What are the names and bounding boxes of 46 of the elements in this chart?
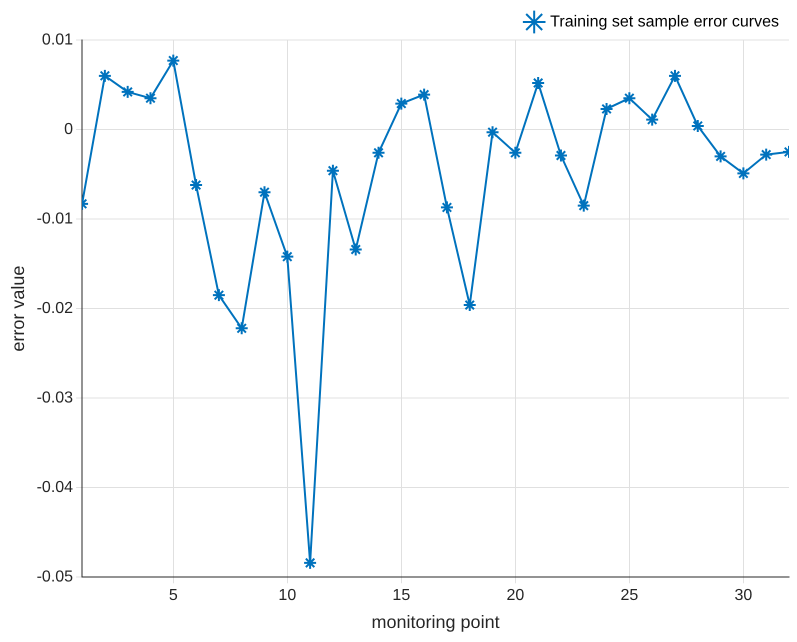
legend-label: Training set sample error curves: [550, 13, 780, 30]
x-tick-label: 25: [620, 587, 638, 604]
y-tick-label: -0.03: [36, 390, 74, 407]
point: [234, 321, 249, 336]
y-tick-label: -0.05: [36, 568, 74, 586]
point: [576, 198, 591, 213]
x-tick-label: 10: [278, 587, 296, 604]
point: [668, 68, 682, 83]
x-tick-label: 30: [734, 587, 752, 604]
point: [417, 88, 432, 102]
y-tick-label: -0.02: [36, 300, 74, 318]
point: [326, 164, 340, 178]
point: [258, 185, 272, 200]
y-tick-label: -0.04: [36, 479, 74, 496]
point: [759, 148, 774, 162]
point: [143, 91, 158, 106]
point: [120, 84, 135, 99]
point: [736, 166, 750, 180]
point: [372, 146, 386, 160]
point: [280, 250, 294, 264]
x-tick-label: 15: [392, 587, 410, 604]
point: [486, 125, 500, 140]
point: [98, 68, 112, 83]
point: [394, 96, 408, 111]
point: [348, 242, 363, 257]
point: [714, 149, 728, 164]
point: [645, 112, 660, 127]
point: [508, 146, 522, 160]
point: [554, 148, 568, 162]
point: [212, 288, 226, 302]
y-tick-label: -0.01: [36, 210, 74, 228]
y-tick-label: 0.01: [42, 31, 74, 48]
point: [622, 91, 636, 106]
point: [600, 102, 614, 116]
point: [440, 200, 454, 214]
point: [166, 54, 180, 68]
point: [690, 118, 705, 133]
x-tick-label: 5: [168, 587, 178, 604]
point: [189, 178, 204, 192]
y-tick-label: 0: [64, 120, 74, 138]
point: [303, 556, 318, 570]
x-axis-title: monitoring point: [371, 612, 500, 632]
x-tick-label: 20: [506, 587, 524, 604]
point: [531, 76, 546, 90]
y-axis-title: error value: [8, 266, 28, 352]
point: [462, 298, 477, 312]
